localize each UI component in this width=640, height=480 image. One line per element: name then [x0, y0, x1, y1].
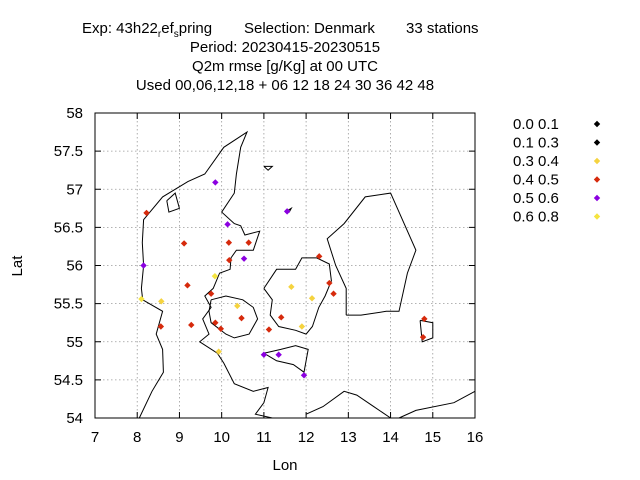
y-axis-label: Lat: [9, 255, 26, 277]
x-tick-label: 11: [256, 429, 272, 446]
coastline-segment: [166, 192, 181, 213]
station-marker: [225, 239, 233, 246]
station-marker: [157, 323, 165, 330]
legend-label: 0.0 0.1: [513, 116, 559, 133]
coastline-map: [138, 130, 476, 419]
y-tick-label: 57: [66, 181, 83, 198]
station-marker: [226, 256, 233, 264]
station-marker: [316, 253, 323, 260]
legend-marker: [593, 194, 601, 202]
station-marker: [419, 333, 427, 341]
y-axis-ticks: 54 54.5 55 55.5 56 56.5 57 57.5 58: [54, 105, 475, 427]
coastline-segment: [263, 345, 309, 374]
x-axis-label: Lon: [272, 457, 297, 474]
legend-label: 0.3 0.4: [513, 153, 559, 170]
title-line-4: Used 00,06,12,18 + 06 12 18 24 30 36 42 …: [136, 77, 434, 94]
station-marker: [308, 295, 316, 302]
station-marker: [140, 262, 147, 269]
station-marker: [234, 302, 241, 310]
y-tick-label: 56: [66, 258, 83, 275]
y-tick-label: 56.5: [54, 219, 83, 236]
legend-marker: [593, 139, 601, 146]
legend-marker: [593, 157, 601, 165]
station-marker: [298, 323, 306, 330]
legend-marker: [593, 120, 601, 128]
chart-title: Exp: 43h22refspring Selection: Denmark 33 …: [82, 20, 479, 94]
station-marker: [224, 221, 231, 228]
station-marker: [421, 315, 428, 323]
title-ef: ef: [161, 20, 174, 37]
x-tick-label: 8: [133, 429, 141, 446]
legend-marker: [593, 176, 601, 183]
x-tick-label: 15: [424, 429, 441, 446]
legend-label: 0.4 0.5: [513, 172, 559, 189]
coastline-segment: [419, 319, 434, 343]
title-pring: pring: [179, 20, 212, 37]
legend-label: 0.6 0.8: [513, 209, 559, 226]
legend-label: 0.1 0.3: [513, 135, 559, 152]
coastline-segment: [305, 390, 391, 419]
station-marker: [212, 179, 219, 186]
station-marker: [245, 239, 252, 246]
station-marker: [211, 272, 219, 280]
station-marker: [260, 351, 268, 358]
station-marker: [288, 283, 295, 291]
legend: 0.0 0.1 0.1 0.30.3 0.4 0.4 0.50.5 0.6 0.6 0…: [513, 116, 601, 226]
station-marker: [212, 319, 219, 326]
legend-label: 0.5 0.6: [513, 190, 559, 207]
y-tick-label: 58: [66, 105, 83, 122]
station-points: [138, 179, 428, 379]
coastline-segment: [326, 192, 417, 316]
coastline-segment: [398, 390, 476, 419]
station-marker: [188, 321, 195, 329]
station-marker: [217, 325, 225, 332]
grid-lines: [94, 112, 476, 419]
y-tick-label: 55.5: [54, 296, 83, 313]
legend-marker: [593, 213, 601, 220]
y-tick-label: 57.5: [54, 143, 83, 160]
station-marker: [215, 348, 222, 355]
station-marker: [180, 240, 188, 247]
station-marker: [238, 314, 245, 322]
x-axis-ticks: 7 8 9 10 11 12 13 14 15 16: [91, 113, 484, 446]
x-tick-label: 10: [213, 429, 230, 446]
station-marker: [300, 372, 308, 379]
title-sub-s: s: [174, 29, 179, 40]
station-marker: [330, 290, 337, 297]
coastline-segment: [138, 130, 273, 419]
title-line-1: Exp: 43h22refspring Selection: Denmark 33 …: [82, 20, 479, 40]
station-marker: [283, 208, 291, 215]
station-marker: [184, 282, 191, 289]
x-tick-label: 9: [175, 429, 183, 446]
station-marker: [265, 326, 273, 333]
station-marker: [158, 298, 165, 305]
x-tick-label: 13: [340, 429, 357, 446]
x-tick-label: 16: [467, 429, 484, 446]
station-marker: [278, 314, 285, 321]
station-marker: [326, 279, 333, 287]
station-marker: [240, 255, 248, 262]
y-tick-label: 54.5: [54, 372, 83, 389]
y-tick-label: 55: [66, 334, 83, 351]
station-marker: [207, 290, 215, 297]
title-sub-r: r: [158, 29, 162, 40]
title-stations: 33 stations: [406, 20, 479, 37]
station-marker: [275, 351, 282, 358]
station-marker: [143, 209, 150, 217]
x-tick-label: 7: [91, 429, 99, 446]
title-line-3: Q2m rmse [g/Kg] at 00 UTC: [192, 58, 378, 75]
coastline-segment: [263, 257, 332, 335]
y-tick-label: 54: [66, 410, 83, 427]
coastline-segment: [263, 165, 274, 171]
station-marker: [138, 295, 145, 303]
x-tick-label: 14: [382, 429, 399, 446]
title-exp-prefix: Exp: 43h22: [82, 20, 158, 37]
title-line-2: Period: 20230415-20230515: [190, 39, 380, 56]
title-selection: Selection: Denmark: [244, 20, 375, 37]
x-tick-label: 12: [298, 429, 315, 446]
coastline-segment: [208, 295, 259, 339]
